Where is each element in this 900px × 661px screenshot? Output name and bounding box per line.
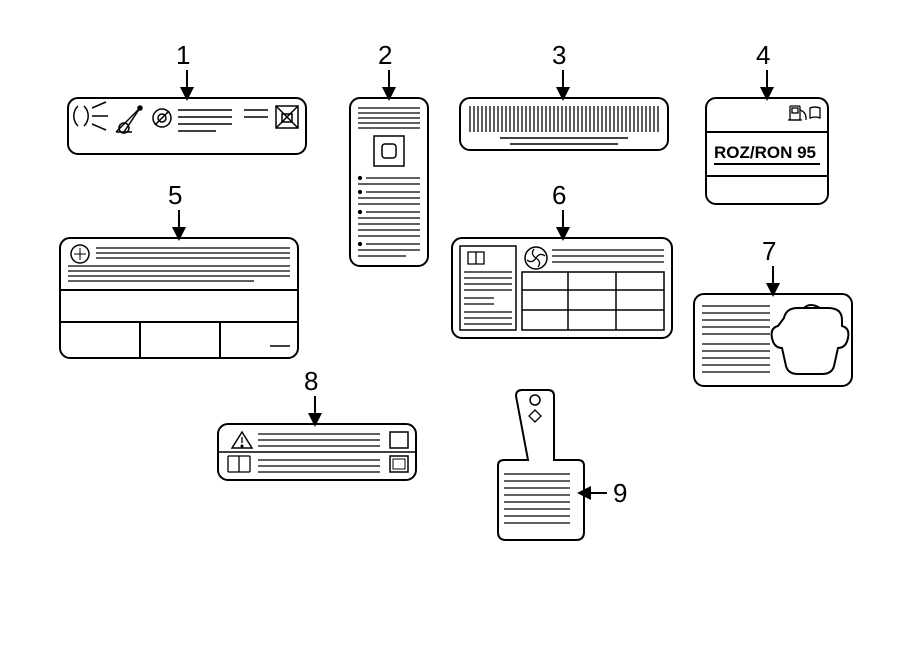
callout-1: 1	[176, 40, 190, 71]
callout-4: 4	[756, 40, 770, 71]
callout-9: 9	[613, 478, 627, 509]
label-5	[60, 238, 298, 358]
callout-3: 3	[552, 40, 566, 71]
label-4-text: ROZ/RON 95	[714, 143, 816, 162]
callout-2: 2	[378, 40, 392, 71]
label-2	[350, 98, 428, 266]
label-3	[460, 98, 668, 150]
label-9	[498, 390, 584, 540]
label-8	[218, 424, 416, 480]
label-1	[68, 98, 306, 154]
label-6	[452, 238, 672, 338]
callout-5: 5	[168, 180, 182, 211]
callout-7: 7	[762, 236, 776, 267]
callout-8: 8	[304, 366, 318, 397]
diagram-canvas: ROZ/RON 95	[0, 0, 900, 661]
callout-6: 6	[552, 180, 566, 211]
label-4: ROZ/RON 95	[706, 98, 828, 204]
label-7	[694, 294, 852, 386]
